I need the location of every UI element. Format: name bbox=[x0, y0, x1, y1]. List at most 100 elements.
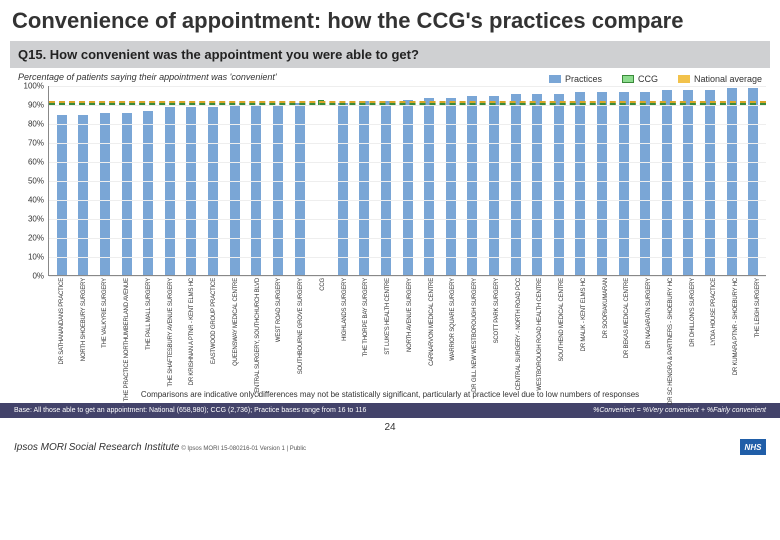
x-axis-label: DR KUMARA PTNR - SHOEBURY HC bbox=[733, 278, 739, 375]
gridline bbox=[49, 181, 766, 182]
legend-swatch-practices bbox=[549, 75, 561, 83]
practice-bar bbox=[230, 105, 240, 275]
x-axis-label: DR NAGARATN SURGERY bbox=[646, 278, 652, 349]
y-tick-label: 40% bbox=[14, 196, 44, 205]
legend-practices: Practices bbox=[549, 74, 602, 84]
x-label-slot: DR SATHANANDANS PRACTICE bbox=[48, 276, 70, 386]
slide-title: Convenience of appointment: how the CCG'… bbox=[0, 0, 780, 35]
x-axis-label: THE PALL MALL SURGERY bbox=[146, 278, 152, 350]
nhs-badge: NHS bbox=[740, 439, 766, 455]
gridline bbox=[49, 143, 766, 144]
gridline bbox=[49, 219, 766, 220]
x-axis-label: QUEENSWAY MEDICAL CENTRE bbox=[233, 278, 239, 366]
x-axis-label: THE SHAFTESBURY AVENUE SURGERY bbox=[168, 278, 174, 387]
chart: DR SATHANANDANS PRACTICE NORTH SHOEBURY S… bbox=[14, 86, 766, 386]
legend-ccg: CCG bbox=[622, 74, 658, 84]
ccg-reference-line bbox=[49, 103, 766, 105]
x-label-slot: SOUTHEND MEDICAL CENTRE bbox=[548, 276, 570, 386]
y-tick-label: 30% bbox=[14, 215, 44, 224]
legend-label-practices: Practices bbox=[565, 74, 602, 84]
x-axis-label: LYDIA HOUSE PRACTICE bbox=[711, 278, 717, 346]
x-label-slot: EASTWOOD GROUP PRACTICE bbox=[200, 276, 222, 386]
x-axis-label: ST LUKE'S HEALTH CENTRE bbox=[385, 278, 391, 355]
legend-label-ccg: CCG bbox=[638, 74, 658, 84]
x-label-slot: THE VALKYRIE SURGERY bbox=[92, 276, 114, 386]
x-label-slot: CCG bbox=[309, 276, 331, 386]
legend-label-national: National average bbox=[694, 74, 762, 84]
practice-bar bbox=[403, 100, 413, 276]
x-axis-label: WEST ROAD SURGERY bbox=[276, 278, 282, 342]
practice-bar bbox=[78, 115, 88, 276]
y-tick-label: 10% bbox=[14, 253, 44, 262]
practice-bar bbox=[208, 107, 218, 275]
x-label-slot: THE SHAFTESBURY AVENUE SURGERY bbox=[157, 276, 179, 386]
x-axis-label: SOUTHEND MEDICAL CENTRE bbox=[559, 278, 565, 362]
y-tick-label: 20% bbox=[14, 234, 44, 243]
x-axis-label: NORTH AVENUE SURGERY bbox=[407, 278, 413, 352]
x-axis-label: DR BEKAS MEDICAL CENTRE bbox=[624, 278, 630, 358]
x-label-slot: DR MALIK - KENT ELMS HC bbox=[570, 276, 592, 386]
x-label-slot: LYDIA HOUSE PRACTICE bbox=[701, 276, 723, 386]
x-axis-label: THE VALKYRIE SURGERY bbox=[102, 278, 108, 348]
legend-swatch-ccg bbox=[622, 75, 634, 83]
x-label-slot: THE PRACTICE NORTHUMBERLAND AVENUE bbox=[113, 276, 135, 386]
plot-area bbox=[48, 86, 766, 276]
x-label-slot: NORTH AVENUE SURGERY bbox=[396, 276, 418, 386]
practice-bar bbox=[683, 90, 693, 275]
practice-bar bbox=[273, 105, 283, 275]
footer-formula: %Convenient = %Very convenient + %Fairly… bbox=[593, 407, 766, 414]
practice-bar bbox=[359, 101, 369, 275]
x-axis-label: DR DHILLON'S SURGERY bbox=[690, 278, 696, 347]
ipsos-block: Ipsos MORI Social Research Institute © I… bbox=[14, 442, 306, 453]
copyright-text: © Ipsos MORI 15-080216-01 Version 1 | Pu… bbox=[181, 446, 306, 452]
x-axis-label: THE THORPE BAY SURGERY bbox=[363, 278, 369, 357]
gridline bbox=[49, 124, 766, 125]
x-axis-label: THE LEIGH SURGERY bbox=[755, 278, 761, 338]
ipsos-logo: Ipsos MORI bbox=[14, 442, 67, 453]
x-label-slot: DR BEKAS MEDICAL CENTRE bbox=[614, 276, 636, 386]
practice-bar bbox=[186, 107, 196, 275]
legend-swatch-national bbox=[678, 75, 690, 83]
bottom-strip: Ipsos MORI Social Research Institute © I… bbox=[0, 437, 780, 459]
slide: Convenience of appointment: how the CCG'… bbox=[0, 0, 780, 540]
gridline bbox=[49, 257, 766, 258]
x-label-slot: SCOTT PARK SURGERY bbox=[483, 276, 505, 386]
y-tick-label: 0% bbox=[14, 272, 44, 281]
x-label-slot: THE LEIGH SURGERY bbox=[744, 276, 766, 386]
practice-bar bbox=[57, 115, 67, 276]
x-label-slot: THE PALL MALL SURGERY bbox=[135, 276, 157, 386]
x-axis-label: NORTH SHOEBURY SURGERY bbox=[81, 278, 87, 361]
x-label-slot: DR GILL NEW WESTBOROUGH SURGERY bbox=[461, 276, 483, 386]
footer-bar: Base: All those able to get an appointme… bbox=[0, 403, 780, 418]
gridline bbox=[49, 162, 766, 163]
x-axis-label: DR MALIK - KENT ELMS HC bbox=[581, 278, 587, 351]
gridline bbox=[49, 86, 766, 87]
x-label-slot: DR SOORIAKUMARAN bbox=[592, 276, 614, 386]
x-axis-label: CARNARVON MEDICAL CENTRE bbox=[429, 278, 435, 366]
practice-bar bbox=[705, 90, 715, 275]
x-axis-label: DR SOORIAKUMARAN bbox=[603, 278, 609, 338]
x-axis-labels: DR SATHANANDANS PRACTICE NORTH SHOEBURY S… bbox=[48, 276, 766, 386]
x-axis-label: SOUTHBOURNE GROVE SURGERY bbox=[298, 278, 304, 374]
x-label-slot: QUEENSWAY MEDICAL CENTRE bbox=[222, 276, 244, 386]
practice-bar bbox=[489, 96, 499, 276]
x-axis-label: HIGHLANDS SURGERY bbox=[342, 278, 348, 341]
practice-bar bbox=[554, 94, 564, 275]
practice-bar bbox=[662, 90, 672, 275]
x-axis-label: CENTRAL SURGERY - NORTH ROAD PCC bbox=[516, 278, 522, 390]
x-label-slot: THE THORPE BAY SURGERY bbox=[353, 276, 375, 386]
x-label-slot: DR NAGARATN SURGERY bbox=[635, 276, 657, 386]
x-axis-label: WARRIOR SQUARE SURGERY bbox=[450, 278, 456, 361]
gridline bbox=[49, 200, 766, 201]
practice-bar bbox=[122, 113, 132, 276]
practice-bar bbox=[575, 92, 585, 275]
x-label-slot: WESTBOROUGH ROAD HEALTH CENTRE bbox=[527, 276, 549, 386]
x-label-slot: WEST ROAD SURGERY bbox=[266, 276, 288, 386]
x-label-slot: NORTH SHOEBURY SURGERY bbox=[70, 276, 92, 386]
x-axis-label: THE PRACTICE NORTHUMBERLAND AVENUE bbox=[124, 278, 130, 401]
x-axis-label: SCOTT PARK SURGERY bbox=[494, 278, 500, 343]
practice-bar bbox=[640, 92, 650, 275]
gridline bbox=[49, 238, 766, 239]
x-axis-label: DR SC HENGRA & PARTNERS - SHOEBURY HC bbox=[668, 278, 674, 405]
y-tick-label: 60% bbox=[14, 158, 44, 167]
